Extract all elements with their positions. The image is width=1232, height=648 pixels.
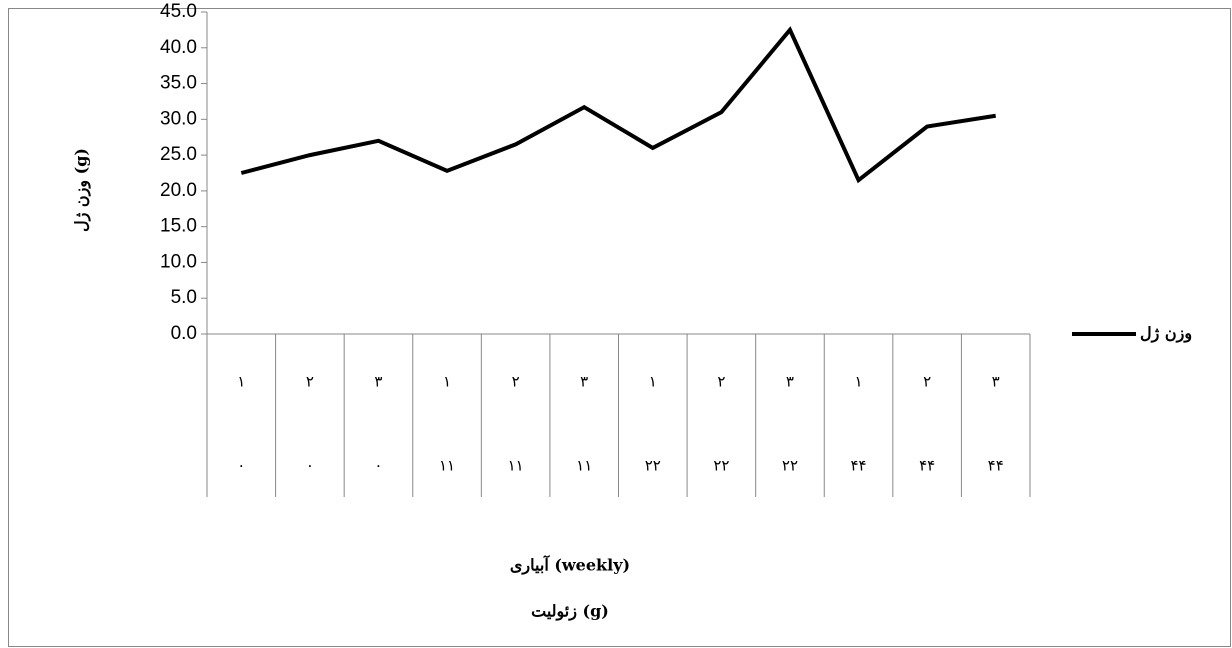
y-tick-label: 40.0 [160,37,197,58]
x-tick-label: ۱ [855,373,863,391]
x-group-label: ۴۴ [919,457,935,475]
y-tick-label: 25.0 [160,144,197,165]
chart-border [8,8,1231,647]
x-tick-label: ۳ [786,373,794,391]
y-axis-title: وزن ژل (g) [72,148,92,232]
x-tick-label: ۱ [649,373,657,391]
y-tick-label: 10.0 [160,251,197,272]
x-group-label: ۰ [374,457,382,475]
x-group-label: ۰ [306,457,314,475]
x-tick-label: ۱ [443,373,451,391]
y-tick-label: 30.0 [160,108,197,129]
x-tick-label: ۳ [580,373,588,391]
x-axis-title: آبیاری (weekly) [510,554,630,576]
x-axis-title: زئولیت (g) [531,602,609,622]
x-group-label: ۰ [237,457,245,475]
x-tick-label: ۳ [374,373,382,391]
y-tick-label: 20.0 [160,180,197,201]
x-group-label: ۱۱ [508,457,524,475]
x-group-label: ۴۴ [988,457,1004,475]
y-tick-label: 45.0 [160,1,197,22]
x-tick-label: ۲ [306,373,314,391]
x-tick-label: ۲ [717,373,725,391]
x-tick-label: ۳ [992,373,1000,391]
x-group-label: ۱۱ [439,457,455,475]
line-series [240,26,997,184]
y-tick-label: 35.0 [160,73,197,94]
x-group-label: ۲۲ [782,457,798,475]
y-tick-label: 15.0 [160,216,197,237]
x-tick-label: ۲ [512,373,520,391]
y-tick-label: 0.0 [171,323,197,344]
x-tick-label: ۱ [237,373,245,391]
x-group-label: ۲۲ [713,457,729,475]
x-group-label: ۴۴ [850,457,866,475]
legend-label: وزن ژل [1140,324,1192,344]
x-tick-label: ۲ [923,373,931,391]
x-group-label: ۱۱ [576,457,592,475]
x-group-label: ۲۲ [645,457,661,475]
y-tick-label: 5.0 [171,287,197,308]
